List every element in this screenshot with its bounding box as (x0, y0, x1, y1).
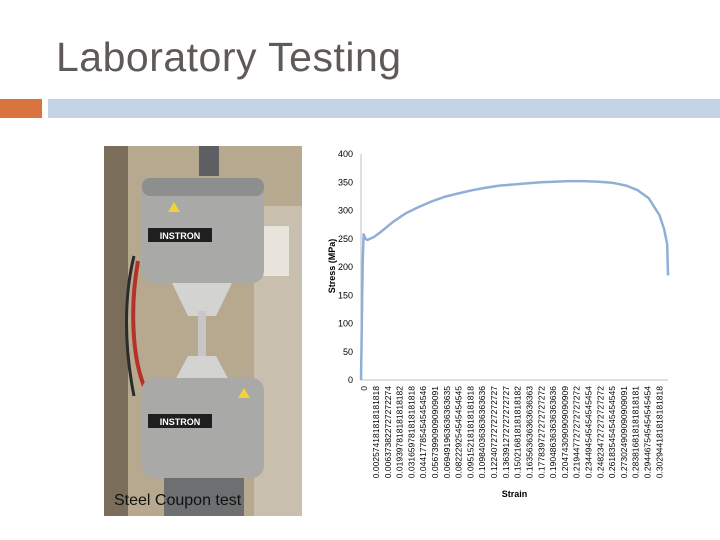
x-tick-label: 0.150216818181818182 (513, 386, 523, 478)
x-tick-label: 0.302944181818181818 (654, 386, 664, 478)
x-tick-label: 0.219447727272727272 (572, 386, 582, 478)
crosshead-column (199, 146, 219, 176)
x-tick-label: 0.248234727272727272 (595, 386, 605, 478)
y-tick-label: 150 (338, 290, 353, 300)
steel-coupon-specimen (198, 311, 206, 361)
x-tick-label: 0.122407272727272727 (489, 386, 499, 478)
x-tick-label: 0.177839727272727272 (536, 386, 546, 478)
y-tick-label: 250 (338, 234, 353, 244)
x-tick-label: 0.283816818181818181 (631, 386, 641, 478)
x-tick-label: 0.261835454545454545 (607, 386, 617, 478)
upper-warning-icon (168, 202, 180, 212)
y-tick-label: 350 (338, 177, 353, 187)
lower-grip-label-plate (148, 414, 212, 428)
x-tick-label: 0.204743090909090909 (560, 386, 570, 478)
photo-caption: Steel Coupon test (114, 492, 242, 509)
x-tick-label: 0.234494545454545454 (584, 386, 594, 478)
lower-grip-brand-label: INSTRON (160, 417, 201, 427)
x-tick-label: 0 (359, 386, 369, 391)
x-tick-label: 0.163563636363636363 (524, 386, 534, 478)
testing-machine-photo: INSTRON INSTRON (104, 146, 302, 516)
upper-grip-label-plate (148, 228, 212, 242)
cable-red (131, 260, 146, 387)
x-tick-label: 0.056739909090909091 (430, 386, 440, 478)
x-tick-label: 0.095152181818181818 (465, 386, 475, 478)
x-tick-label: 0.109840363636363636 (477, 386, 487, 478)
y-tick-label: 0 (348, 375, 353, 385)
x-axis-ticks: 0 0.002574181818181818 0.00637382272727227… (359, 386, 664, 478)
y-axis-ticks: 0 50 100 150 200 250 300 350 400 (338, 149, 353, 385)
x-tick-label: 0.006373822727272274 (383, 386, 393, 478)
upper-grip-top (142, 178, 264, 196)
slide-title: Laboratory Testing (56, 34, 402, 80)
upper-grip-brand-label: INSTRON (160, 231, 201, 241)
upper-jaw (172, 283, 232, 316)
x-tick-label: 0.294467545454545454 (643, 386, 653, 478)
x-tick-label: 0.002574181818181818 (371, 386, 381, 478)
cable-black (125, 255, 136, 397)
y-tick-label: 300 (338, 206, 353, 216)
x-axis-label: Strain (502, 489, 528, 499)
y-tick-label: 200 (338, 262, 353, 272)
title-accent-bar-blue (48, 99, 720, 118)
y-axis-label: Stress (MPa) (327, 239, 337, 294)
x-tick-label: 0.273024909090909091 (619, 386, 629, 478)
x-tick-label: 0.190486363636363636 (548, 386, 558, 478)
y-tick-label: 50 (343, 347, 353, 357)
x-tick-label: 0.069491963636363635 (442, 386, 452, 478)
x-tick-label: 0.082229254545454545 (454, 386, 464, 478)
x-tick-label: 0.019397818181818182 (395, 386, 405, 478)
photo-left-shadow (104, 146, 128, 516)
title-accent-bar-orange (0, 99, 42, 118)
stress-strain-line (359, 179, 670, 381)
y-tick-label: 400 (338, 149, 353, 159)
lower-warning-icon (238, 388, 250, 398)
machine-base (164, 478, 244, 516)
x-tick-label: 0.044177854545454546 (418, 386, 428, 478)
x-tick-label: 0.031659781818181818 (406, 386, 416, 478)
y-tick-label: 100 (338, 319, 353, 329)
series-group (359, 179, 670, 381)
x-tick-label: 0.136391272727272727 (501, 386, 511, 478)
